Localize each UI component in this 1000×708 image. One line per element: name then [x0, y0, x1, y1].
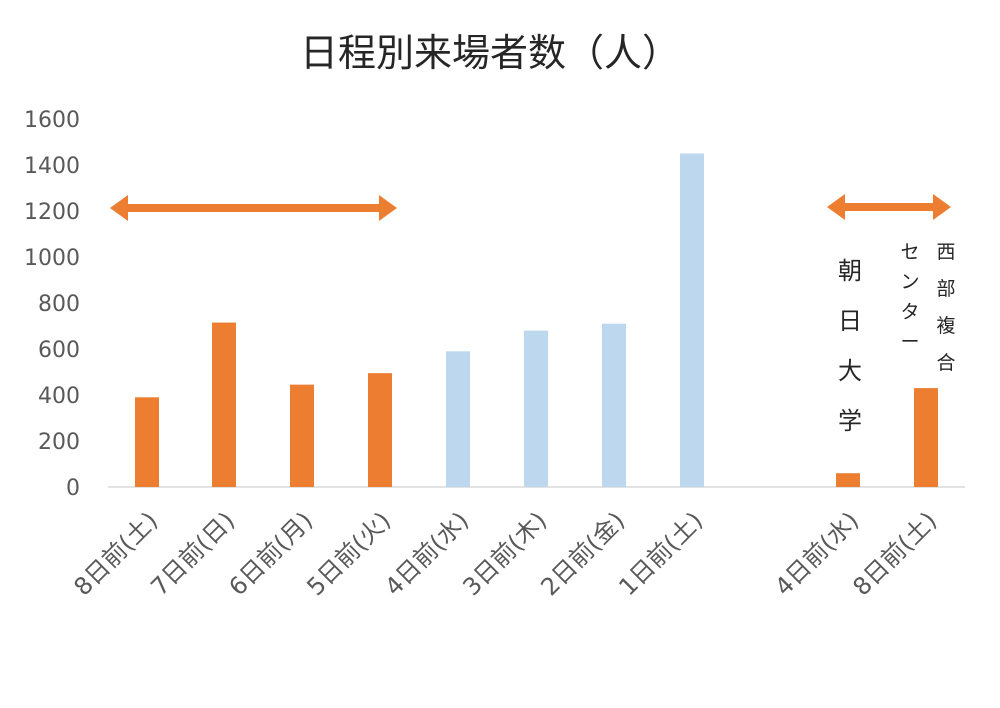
x-tick-label: 4日前(水) — [769, 506, 864, 601]
annotation-center: センター — [900, 241, 919, 353]
arrowhead-left — [827, 194, 845, 220]
seibu-char: 部 — [936, 278, 955, 300]
y-tick-label: 600 — [38, 338, 80, 363]
x-tick-label: 8日前(土) — [847, 506, 942, 601]
x-axis-labels: 8日前(土)7日前(日)6日前(月)5日前(火)4日前(水)3日前(木)2日前(… — [68, 506, 942, 601]
bar — [135, 397, 159, 487]
chart-title: 日程別来場者数（人） — [300, 31, 680, 75]
x-tick-label: 4日前(水) — [379, 506, 474, 601]
bar — [446, 351, 470, 487]
arrowhead-left — [110, 195, 128, 221]
bar — [212, 322, 236, 487]
y-tick-label: 1400 — [24, 154, 80, 179]
y-tick-label: 400 — [38, 384, 80, 409]
bar — [524, 330, 548, 487]
bar — [290, 384, 314, 487]
center-char: タ — [900, 301, 919, 323]
bar — [680, 153, 704, 487]
x-tick-label: 1日前(土) — [613, 506, 708, 601]
y-axis: 0 200 400 600 800 1000 1200 1400 1600 — [24, 108, 80, 501]
y-tick-label: 800 — [38, 292, 80, 317]
x-tick-label: 2日前(金) — [535, 506, 630, 601]
bar — [368, 373, 392, 487]
arrowhead-right — [379, 195, 397, 221]
annotation-seibu: 西部複合 — [936, 241, 955, 374]
x-tick-label: 3日前(木) — [457, 506, 552, 601]
range-arrow-right — [827, 194, 951, 220]
y-tick-label: 1200 — [24, 200, 80, 225]
y-tick-label: 200 — [38, 430, 80, 455]
y-tick-label: 1600 — [24, 108, 80, 133]
seibu-char: 西 — [936, 241, 955, 263]
center-char: ン — [900, 271, 919, 293]
seibu-char: 複 — [936, 315, 955, 337]
x-tick-label: 8日前(土) — [68, 506, 163, 601]
annotation-asahi: 朝日大学 — [838, 257, 862, 435]
range-arrow-left — [110, 195, 397, 221]
bar — [836, 473, 860, 487]
asahi-char: 日 — [838, 307, 862, 335]
asahi-char: 大 — [838, 357, 862, 385]
y-tick-label: 0 — [66, 476, 80, 501]
center-char: セ — [900, 241, 919, 263]
y-tick-label: 1000 — [24, 246, 80, 271]
arrowhead-right — [933, 194, 951, 220]
asahi-char: 学 — [838, 407, 862, 435]
bar — [914, 388, 938, 487]
bar — [602, 323, 626, 487]
x-tick-label: 5日前(火) — [301, 506, 396, 601]
asahi-char: 朝 — [838, 257, 862, 285]
center-char: ー — [900, 331, 919, 353]
bars — [135, 153, 938, 487]
x-tick-label: 6日前(月) — [223, 506, 318, 601]
x-tick-label: 7日前(日) — [145, 506, 240, 601]
seibu-char: 合 — [936, 352, 955, 374]
